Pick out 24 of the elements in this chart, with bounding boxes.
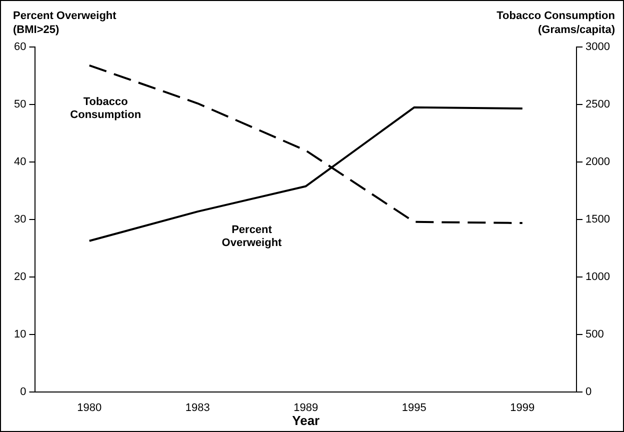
series-label: Percent Overweight xyxy=(222,224,282,249)
x-tick-label: 1989 xyxy=(294,402,318,414)
y2-tick-label: 1000 xyxy=(586,271,610,284)
y-tick-label: 40 xyxy=(14,156,26,168)
y-tick-label: 30 xyxy=(14,214,26,226)
y2-axis-title: Tobacco Consumption (Grams/capita) xyxy=(496,9,615,37)
y-tick-label: 50 xyxy=(14,98,26,111)
y2-tick-label: 2000 xyxy=(586,156,610,168)
y2-tick-label: 0 xyxy=(586,386,592,398)
series-label: Tobacco Consumption xyxy=(70,96,142,122)
y2-tick-label: 3000 xyxy=(586,41,610,54)
y-tick-label: 60 xyxy=(14,41,26,54)
y2-tick-label: 1500 xyxy=(586,214,610,226)
y-tick-label: 20 xyxy=(14,271,26,284)
x-tick-label: 1995 xyxy=(402,402,426,414)
y2-tick-label: 500 xyxy=(586,328,604,341)
y-tick-label: 0 xyxy=(20,386,26,398)
y2-tick-label: 2500 xyxy=(586,98,610,111)
y-axis-title: Percent Overweight (BMI>25) xyxy=(13,9,118,37)
x-axis-title: Year xyxy=(292,412,320,428)
x-tick-label: 1980 xyxy=(77,402,102,414)
x-tick-label: 1999 xyxy=(510,402,535,414)
x-tick-label: 1983 xyxy=(185,402,210,414)
y-tick-label: 10 xyxy=(14,328,26,341)
